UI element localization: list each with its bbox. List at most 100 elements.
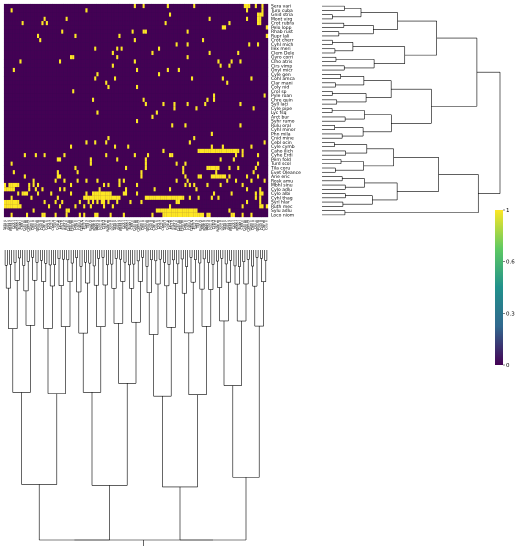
heatmap-cell: [63, 131, 66, 137]
heatmap-cell: [129, 3, 132, 9]
heatmap-cell: [234, 140, 238, 145]
heatmap-cell: [153, 20, 156, 26]
heatmap-cell: [208, 135, 211, 141]
heatmap-cell: [140, 33, 143, 39]
heatmap-cell: [23, 131, 27, 137]
heatmap-cell: [124, 25, 128, 30]
heatmap-cell: [107, 46, 110, 51]
heatmap-cell: [109, 110, 112, 115]
heatmap-cell: [89, 67, 93, 73]
heatmap-cell: [76, 153, 79, 158]
heatmap-cell: [56, 127, 60, 132]
heatmap-cell: [6, 29, 9, 34]
heatmap-cell: [164, 8, 167, 13]
heatmap-cell: [36, 63, 40, 69]
heatmap-cell: [23, 42, 27, 47]
heatmap-cell: [239, 97, 242, 103]
heatmap-cell: [10, 20, 13, 26]
heatmap-cell: [76, 174, 79, 179]
heatmap-cell: [140, 12, 143, 17]
heatmap-cell: [14, 148, 18, 154]
heatmap-cell: [171, 118, 174, 124]
heatmap-cell: [166, 178, 170, 184]
heatmap-cell: [182, 38, 185, 43]
heatmap-cell: [54, 63, 57, 69]
heatmap-cell: [41, 67, 44, 73]
heatmap-cell: [127, 97, 130, 103]
heatmap-cell: [78, 12, 82, 17]
heatmap-cell: [142, 20, 145, 26]
heatmap-cell: [76, 84, 79, 90]
heatmap-cell: [208, 93, 211, 98]
heatmap-cell: [186, 131, 189, 137]
heatmap-cell: [25, 140, 29, 145]
heatmap-cell: [100, 174, 104, 179]
heatmap-cell: [135, 144, 139, 149]
heatmap-cell: [261, 127, 264, 132]
heatmap-cell: [146, 63, 150, 69]
heatmap-cell: [83, 55, 86, 60]
heatmap-cell: [168, 118, 172, 124]
heatmap-cell: [248, 135, 251, 141]
heatmap-cell: [245, 123, 249, 128]
heatmap-cell: [107, 50, 110, 56]
heatmap-cell: [248, 29, 251, 34]
heatmap-cell: [186, 67, 189, 73]
heatmap-cell: [259, 110, 262, 115]
heatmap-cell: [65, 131, 68, 137]
heatmap-cell: [14, 55, 18, 60]
heatmap-cell: [41, 55, 44, 60]
heatmap-cell: [228, 118, 231, 124]
heatmap-cell: [127, 110, 130, 115]
heatmap-cell: [23, 80, 27, 86]
heatmap-cell: [217, 144, 220, 149]
heatmap-cell: [228, 16, 231, 22]
heatmap-cell: [109, 42, 112, 47]
heatmap-cell: [67, 123, 71, 128]
heatmap-cell: [36, 55, 40, 60]
heatmap-cell: [23, 63, 27, 69]
heatmap-cell: [72, 46, 75, 51]
heatmap-cell: [78, 59, 82, 64]
heatmap-cell: [254, 97, 258, 103]
heatmap-cell: [72, 174, 75, 179]
heatmap-cell: [188, 153, 192, 158]
heatmap-cell: [171, 110, 174, 115]
heatmap-cell: [96, 165, 99, 171]
heatmap-cell: [100, 127, 104, 132]
heatmap-cell: [122, 38, 126, 43]
heatmap-cell: [28, 178, 31, 184]
heatmap-cell: [32, 72, 35, 77]
heatmap-cell: [177, 59, 181, 64]
heatmap-cell: [177, 101, 181, 107]
heatmap-cell: [204, 29, 207, 34]
heatmap-cell: [199, 110, 203, 115]
heatmap-cell: [184, 93, 187, 98]
heatmap-cell: [83, 131, 86, 137]
heatmap-cell: [94, 123, 97, 128]
heatmap-cell: [193, 123, 196, 128]
heatmap-cell: [188, 131, 192, 137]
heatmap-cell: [63, 161, 66, 167]
heatmap-cell: [199, 131, 203, 137]
heatmap-cell: [175, 161, 178, 166]
heatmap-cell: [107, 76, 110, 81]
heatmap-cell: [265, 38, 269, 43]
heatmap-cell: [135, 55, 139, 60]
heatmap-cell: [166, 174, 170, 179]
heatmap-cell: [230, 135, 233, 141]
heatmap-cell: [10, 170, 13, 175]
heatmap-cell: [69, 42, 73, 47]
heatmap-cell: [54, 144, 57, 149]
heatmap-cell: [105, 93, 108, 98]
heatmap-cell: [226, 153, 229, 158]
heatmap-cell: [160, 97, 163, 103]
heatmap-cell: [10, 127, 13, 132]
heatmap-cell: [23, 12, 27, 17]
heatmap-cell: [74, 157, 77, 162]
heatmap-cell: [146, 59, 150, 64]
heatmap-cell: [118, 97, 121, 103]
heatmap-cell: [52, 118, 55, 124]
heatmap-cell: [263, 8, 266, 13]
heatmap-cell: [168, 170, 172, 175]
